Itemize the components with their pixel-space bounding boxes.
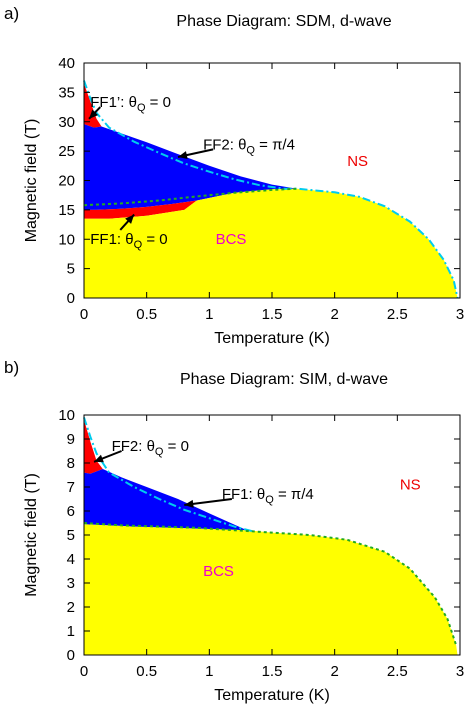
y-tick-label: 9 (67, 431, 75, 448)
x-tick-label: 2.5 (387, 663, 408, 680)
region-label-bcs: BCS (203, 563, 234, 580)
line-hc2 (83, 80, 459, 299)
x-tick-label: 2 (330, 663, 338, 680)
annotation-arrowhead (89, 109, 99, 119)
y-axis-label: Magnetic field (T) (23, 119, 40, 243)
line-boundary (83, 187, 298, 207)
x-tick-label: 1.5 (262, 306, 283, 323)
chart-b: Phase Diagram: SIM, d-wave 0 0.5 1 1.5 2 2.5 3 0… (23, 371, 464, 704)
y-tick-label: 0 (67, 290, 75, 307)
x-tick-label: 0.5 (136, 306, 157, 323)
y-tick-label: 25 (58, 143, 75, 160)
region-bcs (84, 524, 458, 655)
region-ff1 (84, 200, 197, 219)
y-tick-label: 7 (67, 479, 75, 496)
region-label-ns: NS (347, 153, 368, 170)
region-ff1 (84, 83, 102, 128)
annotation-label: FF1: θQ = π/4 (222, 486, 314, 506)
annotation-label: FF2: θQ = 0 (112, 438, 189, 458)
x-tick-label: 3 (456, 663, 464, 680)
x-tick-label: 0.5 (136, 663, 157, 680)
region-label-ns: NS (400, 476, 421, 493)
x-tick-label: 0 (80, 306, 88, 323)
y-tick-label: 10 (58, 231, 75, 248)
x-tick-label: 3 (456, 306, 464, 323)
y-tick-label: 15 (58, 202, 75, 219)
region-ff1 (84, 469, 247, 531)
x-axis-label: Temperature (K) (214, 330, 330, 347)
chart-title: Phase Diagram: SDM, d-wave (176, 13, 391, 30)
annotation-label: FF1: θQ = 0 (90, 231, 167, 251)
annotation-label: FF1’: θQ = 0 (90, 94, 171, 114)
annotation-arrowhead (178, 151, 188, 159)
x-tick-label: 1 (205, 306, 213, 323)
y-tick-label: 8 (67, 455, 75, 472)
region-label-bcs: BCS (216, 231, 247, 248)
y-tick-label: 30 (58, 114, 75, 131)
annotation-arrowhead (125, 214, 135, 224)
y-tick-label: 2 (67, 599, 75, 616)
y-tick-label: 6 (67, 503, 75, 520)
y-tick-label: 1 (67, 623, 75, 640)
x-tick-label: 0 (80, 663, 88, 680)
annotation-arrowhead (184, 499, 194, 508)
y-tick-label: 5 (67, 261, 75, 278)
y-tick-label: 3 (67, 575, 75, 592)
region-ff2 (84, 419, 103, 474)
y-tick-label: 20 (58, 173, 75, 190)
x-tick-label: 2.5 (387, 306, 408, 323)
y-tick-label: 5 (67, 527, 75, 544)
x-axis-label: Temperature (K) (214, 687, 330, 704)
x-tick-label: 2 (330, 306, 338, 323)
x-tick-label: 1 (205, 663, 213, 680)
chart-title: Phase Diagram: SIM, d-wave (180, 371, 388, 388)
y-tick-label: 10 (58, 407, 75, 424)
x-tick-label: 1.5 (262, 663, 283, 680)
y-tick-label: 0 (67, 647, 75, 664)
y-tick-label: 35 (58, 84, 75, 101)
line-hc2 (83, 417, 254, 533)
region-bcs (84, 188, 458, 298)
y-tick-label: 40 (58, 55, 75, 72)
region-ff2 (84, 124, 298, 210)
y-axis-label: Magnetic field (T) (23, 473, 40, 597)
annotation-label: FF2: θQ = π/4 (203, 136, 295, 156)
panel-label-b: b) (4, 358, 20, 377)
panel-label-a: a) (4, 4, 20, 23)
annotation-arrowhead (94, 454, 104, 463)
y-tick-label: 4 (67, 551, 75, 568)
